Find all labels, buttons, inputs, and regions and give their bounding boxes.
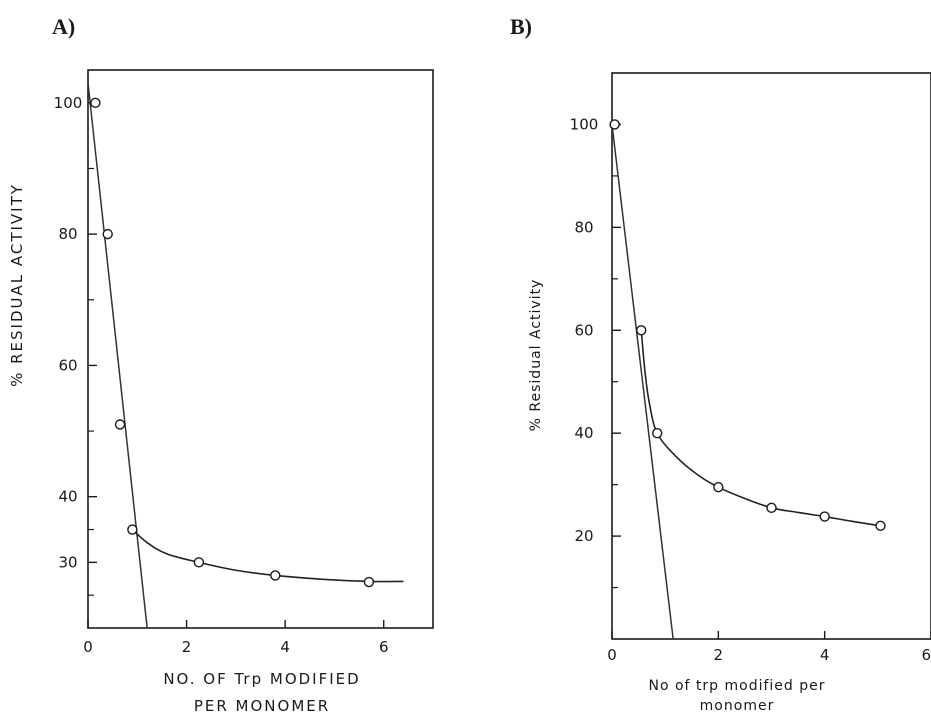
chart-a-x-tick-label: 4 <box>280 638 290 656</box>
chart-a-data-point <box>114 419 126 430</box>
chart-a-x-axis-title-line: NO. OF Trp MODIFIED <box>163 670 360 688</box>
chart-b-fitted-curve <box>640 330 881 527</box>
chart-b-y-tick-label: 40 <box>574 424 593 442</box>
chart-a-data-point <box>270 570 281 581</box>
chart-b-y-tick-label: 100 <box>570 115 599 133</box>
chart-a-y-tick-label: 60 <box>58 356 77 374</box>
chart-b-y-axis-title: % Residual Activity <box>528 279 544 432</box>
chart-b-y-tick-label: 60 <box>574 321 593 339</box>
chart-a-y-tick-label: 80 <box>58 225 77 243</box>
chart-a: 100 80 60 40 30 0 2 4 6 % RESIDUAL ACTIVITY NO. OF… <box>8 69 434 714</box>
chart-a-plot-frame <box>87 69 434 629</box>
chart-b-x-tick-label: 0 <box>607 646 617 664</box>
chart-a-y-axis-title: % RESIDUAL ACTIVITY <box>8 183 26 387</box>
chart-a-data-point <box>102 228 113 240</box>
chart-a-extrapolation-line <box>87 83 148 629</box>
chart-b-extrapolation-line <box>611 124 674 640</box>
chart-b-x-axis-title-line: No of trp modified per <box>648 678 825 694</box>
chart-a-data-point <box>127 524 138 535</box>
chart-b-data-point <box>651 427 663 439</box>
chart-b-y-tick-label: 20 <box>574 527 593 545</box>
chart-b-plot-frame <box>611 72 931 640</box>
chart-b-data-point <box>766 502 777 513</box>
chart-a-x-axis-title-line: PER MONOMER <box>194 697 330 714</box>
chart-a-data-point <box>193 557 205 568</box>
chart-b-x-tick-label: 4 <box>820 646 830 664</box>
chart-b-data-point <box>819 511 830 522</box>
chart-b-x-tick-label: 6 <box>921 646 931 664</box>
panel-a-label: A) <box>52 14 76 39</box>
chart-a-data-point <box>363 576 375 588</box>
chart-a-y-tick-label: 40 <box>58 488 77 506</box>
chart-a-data-point <box>90 97 101 109</box>
chart-b-data-point <box>636 325 647 336</box>
chart-b: 100 80 60 40 20 0 2 4 6 % Residual Activity No of … <box>528 72 931 714</box>
chart-a-y-tick-label: 100 <box>54 94 83 112</box>
chart-b-x-tick-label: 2 <box>714 646 724 664</box>
chart-a-x-tick-label: 0 <box>83 638 93 656</box>
panel-b-label: B) <box>510 14 532 39</box>
chart-b-data-point <box>609 119 620 130</box>
chart-b-x-axis-title-line: monomer <box>700 698 775 714</box>
chart-b-y-tick-label: 80 <box>574 218 593 236</box>
chart-a-y-tick-label: 30 <box>58 553 77 571</box>
chart-a-fitted-curve <box>131 528 404 583</box>
chart-b-data-point <box>713 482 724 493</box>
chart-a-x-tick-label: 6 <box>379 638 389 656</box>
chart-a-x-tick-label: 2 <box>182 638 192 656</box>
chart-b-data-point <box>875 520 886 531</box>
